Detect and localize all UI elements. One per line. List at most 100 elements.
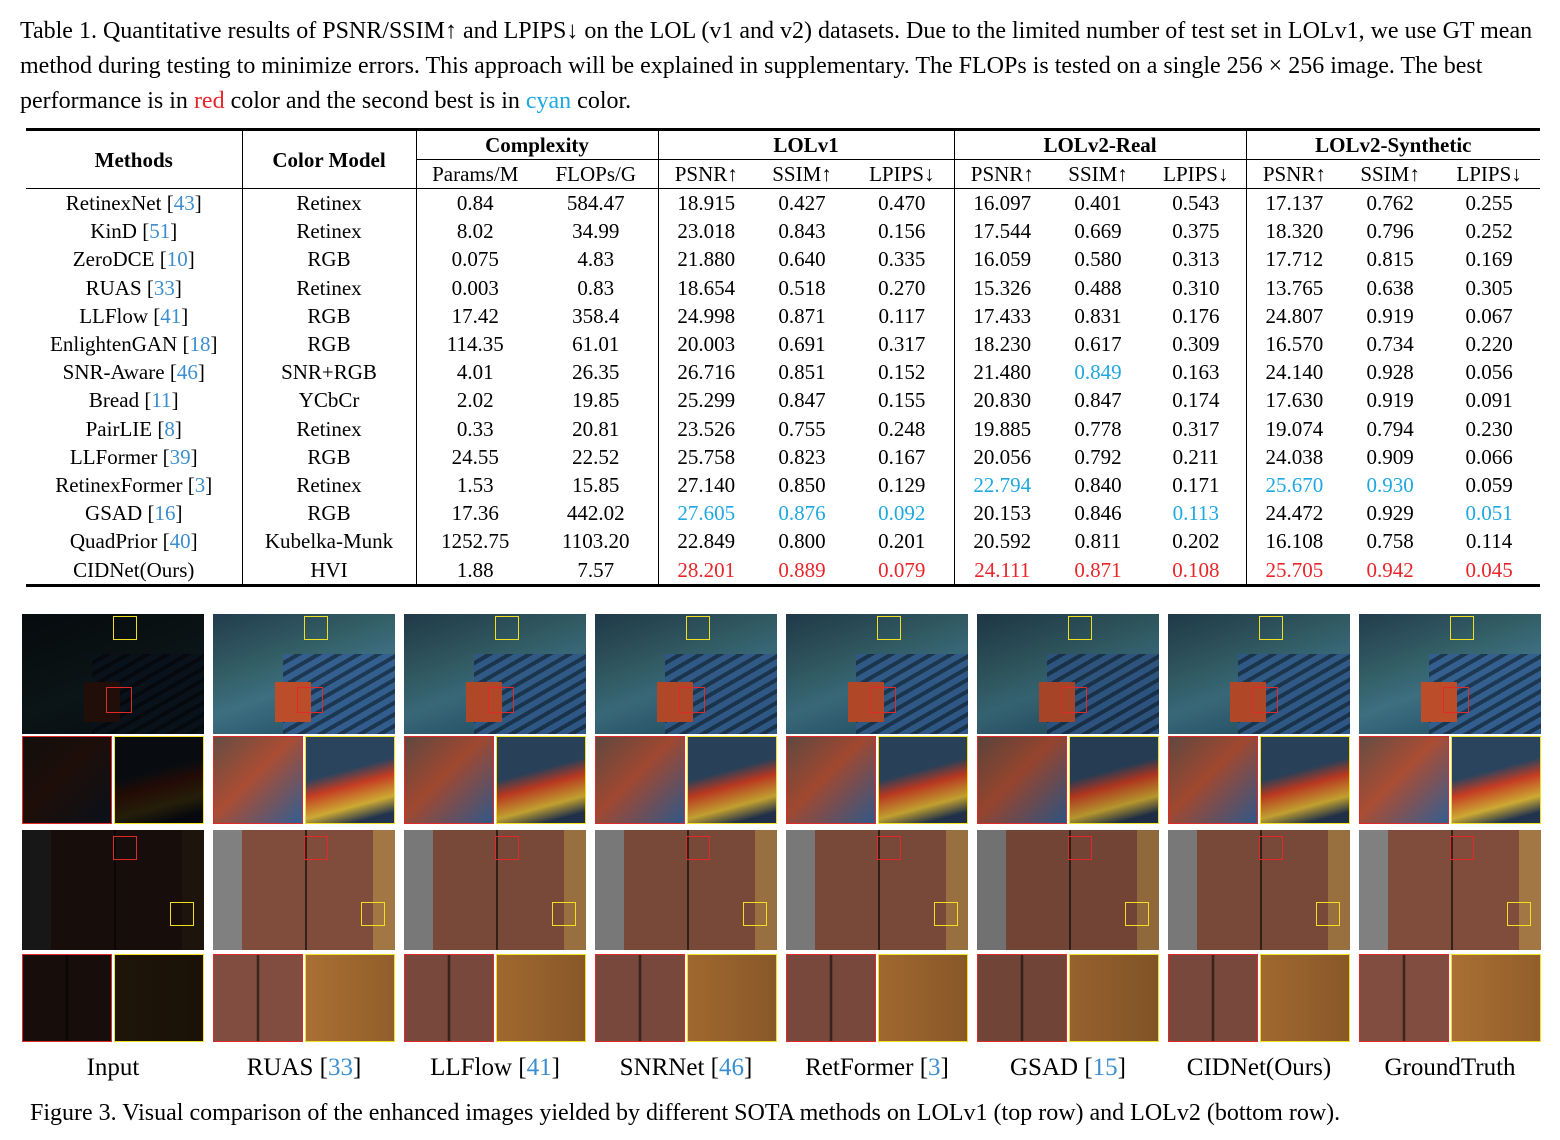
zoom-box-yellow — [1068, 616, 1092, 640]
table-row: RetinexNet [43] Retinex 0.84 584.47 18.915 0.… — [26, 188, 1541, 218]
zoom-box-yellow — [361, 902, 385, 926]
citation-link[interactable]: 11 — [151, 388, 172, 413]
value-cell: 4.01 — [415, 358, 534, 387]
value-cell: 0.163 — [1172, 360, 1220, 385]
lolv2-yellow-crop — [878, 954, 968, 1042]
value-cell: 0.488 — [1074, 275, 1122, 300]
citation-link[interactable]: 33 — [153, 275, 175, 300]
zoom-box-yellow — [686, 616, 710, 640]
header-methods: Methods — [26, 128, 242, 189]
table-row: ZeroDCE [10] RGB 0.075 4.83 21.880 0.640 0.335… — [26, 245, 1540, 274]
citation-link[interactable]: 8 — [164, 416, 175, 441]
method-label: RUAS [33] — [246, 1054, 362, 1081]
color-model-cell: RGB — [241, 301, 416, 330]
value-cell: 23.526 — [657, 414, 755, 443]
comparison-column — [595, 614, 777, 1044]
value-cell: 0.928 — [1366, 360, 1414, 385]
lolv1-yellow-crop — [1069, 736, 1159, 824]
lolv1-yellow-crop — [878, 736, 968, 824]
zoom-box-red — [1450, 836, 1474, 860]
lolv1-image — [977, 614, 1159, 734]
table-row: QuadPrior [40] Kubelka-Munk 1252.75 1103.20… — [26, 527, 1540, 556]
comparison-column — [1359, 614, 1541, 1044]
value-cell: 18.915 — [657, 188, 755, 218]
value-cell: 24.55 — [415, 442, 534, 471]
value-cell: 0.762 — [1342, 188, 1439, 218]
door-seam — [496, 830, 498, 950]
header-ssim: SSIM↑ — [1360, 162, 1420, 186]
citation-link[interactable]: 16 — [154, 501, 176, 526]
zoom-box-yellow — [743, 902, 767, 926]
value-cell: 0.691 — [778, 332, 826, 357]
header-lolv2-synthetic: LOLv2-Synthetic — [1245, 128, 1541, 160]
value-cell: 0.092 — [878, 501, 926, 526]
citation-link[interactable]: 3 — [928, 1054, 941, 1081]
method-name-text: Bread — [88, 388, 145, 413]
table-row: LLFlow [41] RGB 17.42 358.4 24.998 0.871 0.117… — [26, 301, 1540, 330]
value-cell: 0.617 — [1074, 332, 1122, 357]
citation-link[interactable]: 3 — [194, 472, 206, 497]
citation-link[interactable]: 33 — [327, 1054, 353, 1081]
citation-link[interactable]: 10 — [166, 247, 188, 272]
method-name-text: QuadPrior — [69, 529, 163, 554]
citation-link[interactable]: 40 — [169, 529, 191, 554]
results-table: Methods Color Model Complexity LOLv1 LOL… — [26, 128, 1541, 587]
value-cell: 13.765 — [1245, 273, 1343, 302]
zoom-box-yellow — [1450, 616, 1474, 640]
value-cell: 0.201 — [878, 529, 926, 554]
value-cell: 0.270 — [878, 275, 926, 300]
lolv2-image — [595, 830, 777, 950]
orange-seat-block — [848, 682, 884, 722]
citation-link[interactable]: 41 — [526, 1054, 552, 1081]
header-lolv2-real: LOLv2-Real — [953, 128, 1247, 160]
table-row: RUAS [33] Retinex 0.003 0.83 18.654 0.518 0.27… — [26, 273, 1540, 302]
method-name-text: ZeroDCE — [72, 247, 160, 272]
value-cell: 0.252 — [1465, 219, 1513, 244]
value-cell: 0.211 — [1172, 444, 1220, 469]
citation-link[interactable]: 51 — [149, 219, 171, 244]
citation-link[interactable]: 15 — [1092, 1054, 1118, 1081]
table-caption-text: Table 1. Quantitative results of PSNR/SS… — [20, 18, 1533, 114]
method-name: LLFormer [39] — [69, 444, 198, 469]
zoom-box-red — [488, 687, 514, 713]
citation-link[interactable]: 39 — [169, 444, 191, 469]
value-cell: 0.919 — [1366, 303, 1414, 328]
lolv2-image — [786, 830, 968, 950]
value-cell: 24.807 — [1245, 301, 1343, 330]
citation-link[interactable]: 46 — [718, 1054, 744, 1081]
zoom-box-red — [106, 687, 132, 713]
value-cell: 17.630 — [1245, 386, 1343, 415]
value-cell: 0.155 — [878, 388, 926, 413]
lolv1-red-crop — [595, 736, 685, 824]
color-model-cell: YCbCr — [241, 386, 416, 415]
zoom-box-yellow — [170, 902, 194, 926]
lolv2-red-crop — [1359, 954, 1449, 1042]
citation-link[interactable]: 43 — [173, 191, 195, 216]
value-cell: 0.580 — [1074, 247, 1122, 272]
value-cell: 0.871 — [1050, 555, 1147, 587]
value-cell: 0.33 — [415, 414, 534, 443]
table-row: KinD [51] Retinex 8.02 34.99 23.018 0.843 0.15… — [26, 217, 1540, 246]
value-cell: 0.255 — [1438, 188, 1541, 218]
citation-link[interactable]: 18 — [189, 332, 211, 357]
value-cell: 0.108 — [1146, 555, 1247, 587]
orange-seat-block — [1421, 682, 1457, 722]
value-cell: 15.85 — [572, 472, 620, 497]
color-model-cell: HVI — [241, 555, 416, 587]
lolv2-image — [977, 830, 1159, 950]
value-cell: 0.174 — [1172, 388, 1220, 413]
method-name-text: RetinexFormer — [55, 472, 188, 497]
citation-link[interactable]: 46 — [176, 360, 198, 385]
lolv1-red-crop — [1359, 736, 1449, 824]
color-model-cell: RGB — [241, 245, 416, 274]
citation-link[interactable]: 41 — [160, 303, 182, 328]
method-name: GSAD [16] — [85, 501, 183, 526]
orange-seat-block — [275, 682, 311, 722]
lolv1-red-crop — [213, 736, 303, 824]
table-row: SNR-Aware [46] SNR+RGB 4.01 26.35 26.716 0.85… — [26, 358, 1540, 387]
value-cell: 19.885 — [953, 414, 1051, 443]
method-label-text: CIDNet(Ours) — [1186, 1054, 1332, 1081]
results-table-body: RetinexNet [43] Retinex 0.84 584.47 18.915 0.… — [26, 188, 1541, 587]
value-cell: 61.01 — [572, 332, 620, 357]
lolv2-yellow-crop — [1451, 954, 1541, 1042]
